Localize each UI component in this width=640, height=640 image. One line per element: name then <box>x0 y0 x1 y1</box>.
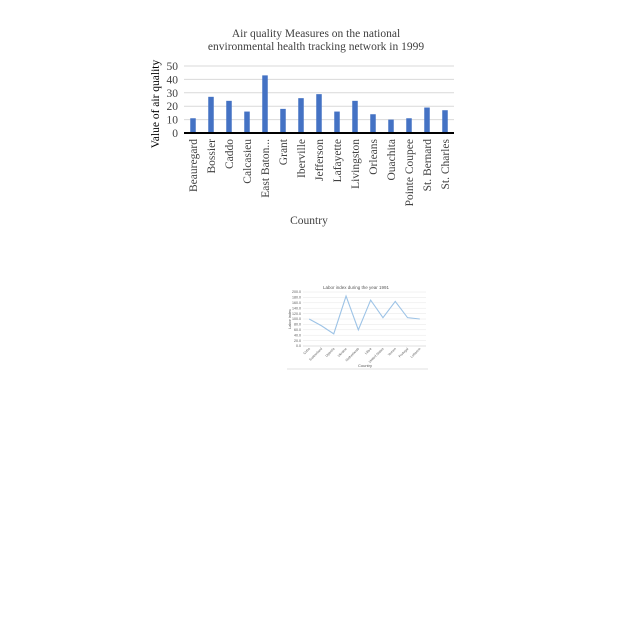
bar <box>442 110 448 133</box>
bar <box>352 100 358 133</box>
x-tick-label: Livingston <box>350 139 362 189</box>
bars <box>190 75 448 133</box>
chart2-x-tick-label: Libya <box>364 347 373 356</box>
chart2-y-tick-label: 140.0 <box>292 306 301 310</box>
chart2-y-tick-label: 100.0 <box>292 317 301 321</box>
x-tick-label: Grant <box>278 138 290 165</box>
y-tick-label: 40 <box>167 74 179 86</box>
x-tick-label: East Baton... <box>260 139 272 198</box>
bar <box>424 107 430 133</box>
x-tick-label: Iberville <box>296 139 308 178</box>
chart2-y-tick-label: 120.0 <box>292 312 301 316</box>
x-tick-label: Bossier <box>206 139 218 174</box>
bar <box>298 98 304 133</box>
x-tick-label: St. Charles <box>440 138 452 189</box>
x-axis-label: Country <box>290 215 328 227</box>
bar <box>370 114 376 133</box>
y-tick-label: 50 <box>167 61 179 73</box>
chart2-y-tick-label: 60.0 <box>294 328 301 332</box>
x-tick-label: Calcasieu <box>242 139 254 184</box>
x-tick-label: Caddo <box>224 139 236 169</box>
chart2-y-tick-label: 200.0 <box>292 290 301 294</box>
y-tick-label: 0 <box>172 128 178 140</box>
bar <box>334 111 340 133</box>
chart2-gridlines <box>303 291 426 341</box>
x-tick-label: Lafayette <box>332 139 344 182</box>
chart-title-line-2: environmental health tracking network in… <box>208 41 424 53</box>
chart2-y-tick-label: 20.0 <box>294 339 301 343</box>
bar <box>226 100 232 133</box>
chart2-series-line <box>308 294 420 335</box>
chart2-x-tick-label: Uganda <box>324 347 335 358</box>
x-tick-label: Beauregard <box>188 139 200 192</box>
x-tick-label: Orleans <box>368 138 380 174</box>
x-tick-label: Ouachita <box>386 139 398 181</box>
chart2-x-tick-label: Yemen <box>387 347 397 357</box>
chart2-y-tick-label: 80.0 <box>294 323 301 327</box>
chart2-x-tick-label: Switzerland <box>308 347 323 362</box>
chart-title-line-1: Air quality Measures on the national <box>232 28 400 40</box>
bar <box>208 96 214 133</box>
bar <box>190 118 196 133</box>
chart2-x-axis-label: Country <box>358 363 372 368</box>
chart2-title: Labor index during the year 1991 <box>323 285 390 290</box>
x-tick-label: St. Bernard <box>422 139 434 192</box>
y-tick-label: 10 <box>167 115 179 127</box>
chart2-y-tick-label: 40.0 <box>294 333 301 337</box>
bar <box>388 119 394 133</box>
chart2-x-tick-label: Cuba <box>302 347 311 356</box>
chart2-y-tick-label: 0.0 <box>296 344 301 348</box>
bar <box>316 94 322 133</box>
chart2-x-tick-label: Ukraine <box>337 347 348 358</box>
x-tick-label: Pointe Coupee <box>404 139 416 206</box>
chart2-x-tick-label: Lebanon <box>410 347 422 359</box>
chart2-y-axis-label: Labor index <box>288 309 292 329</box>
y-axis-label: Value of air quality <box>150 60 162 149</box>
x-tick-labels: Beauregard Bossier Caddo Calcasieu East Bato… <box>188 138 452 206</box>
bar <box>244 111 250 133</box>
bar <box>406 118 412 133</box>
y-tick-label: 20 <box>167 101 179 113</box>
bar <box>262 75 268 133</box>
chart2-y-tick-label: 160.0 <box>292 301 301 305</box>
x-tick-label: Jefferson <box>314 139 326 181</box>
bar <box>280 108 286 133</box>
chart2-x-tick-label: Portugal <box>398 347 410 359</box>
y-tick-label: 30 <box>167 88 179 100</box>
chart2-y-tick-label: 180.0 <box>292 296 301 300</box>
